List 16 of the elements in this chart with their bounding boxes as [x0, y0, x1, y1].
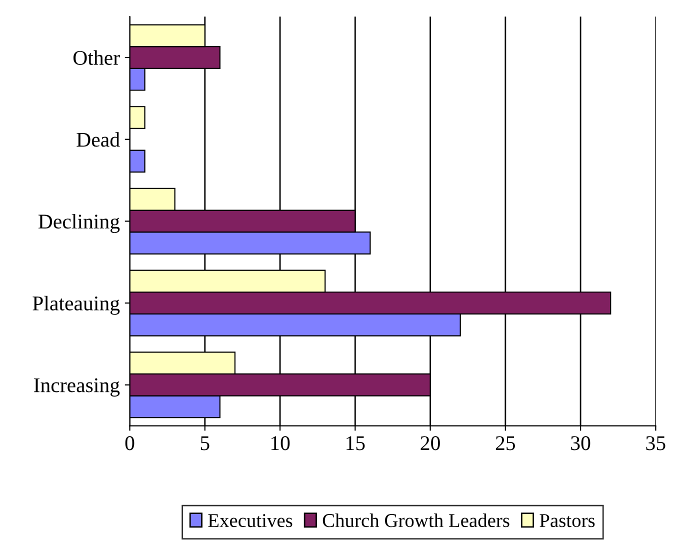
x-tick-label: 5	[200, 436, 210, 450]
x-tick-label: 15	[346, 436, 365, 450]
legend-label: Pastors	[540, 514, 595, 528]
y-tick-label: Other	[73, 50, 120, 65]
x-tick-label: 10	[271, 436, 290, 450]
y-tick-label: Declining	[38, 214, 120, 233]
y-tick-label: Dead	[76, 132, 120, 147]
legend-label: Church Growth Leaders	[322, 513, 510, 528]
y-tick-label: Increasing	[34, 378, 120, 397]
x-tick-label: 35	[646, 436, 666, 450]
y-tick-label: Plateauing	[32, 296, 120, 315]
legend-label: Executives	[208, 514, 292, 528]
x-tick-label: 30	[571, 436, 590, 450]
x-tick-label: 20	[420, 436, 440, 450]
x-tick-label: 25	[496, 436, 516, 450]
x-tick-label: 0	[125, 436, 134, 450]
